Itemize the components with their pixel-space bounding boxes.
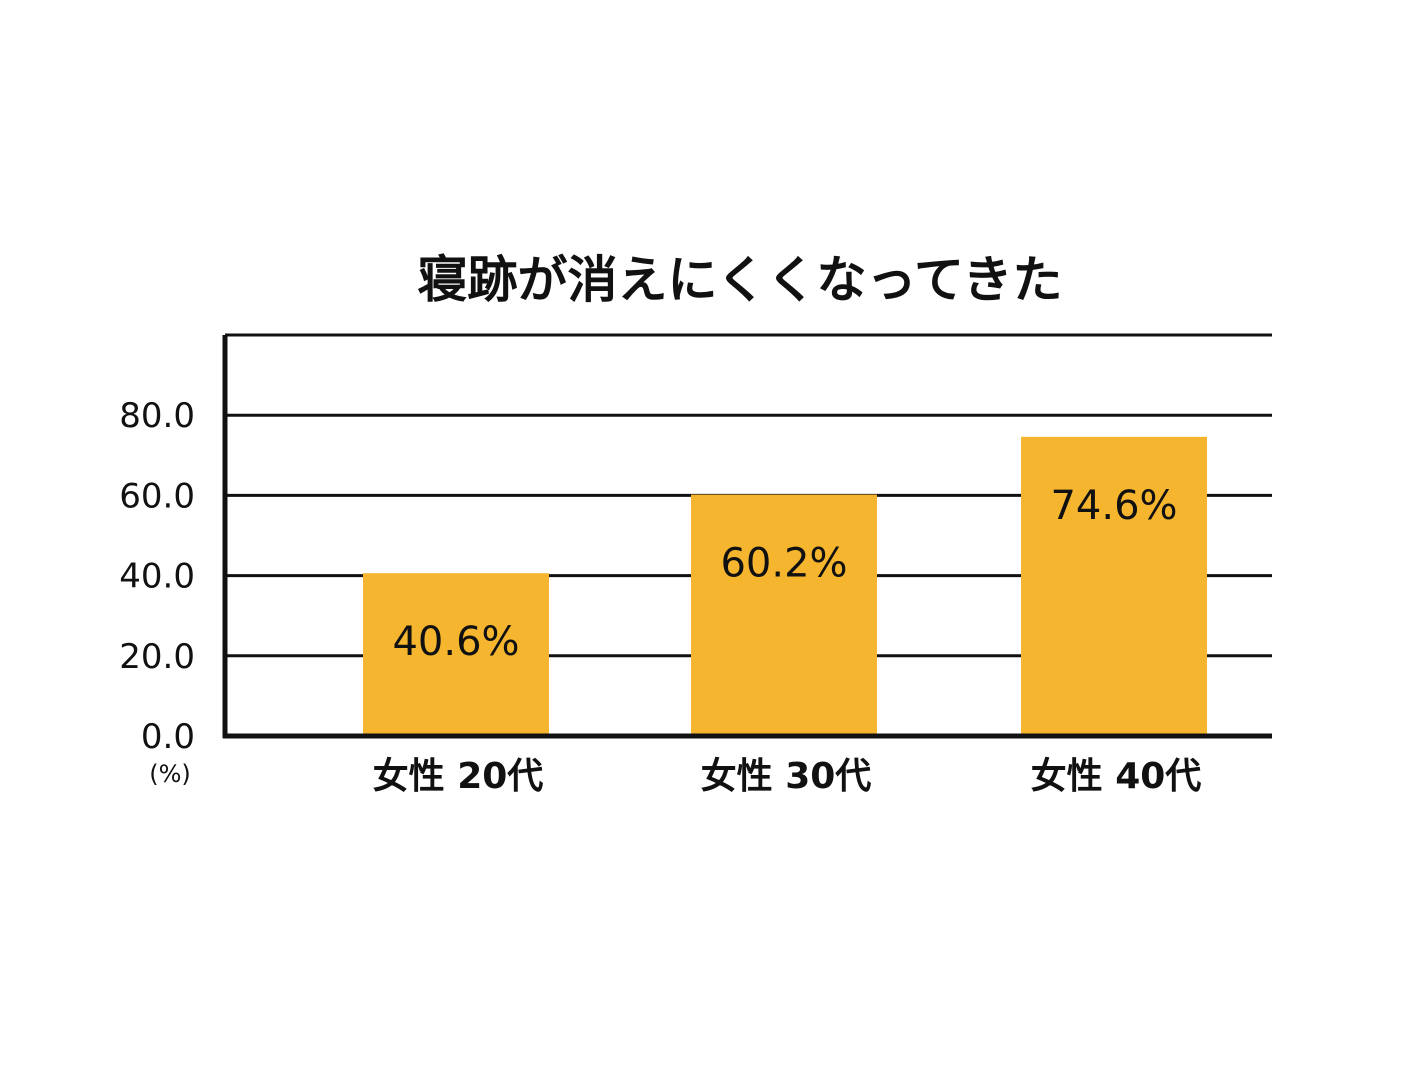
bar <box>363 573 549 736</box>
chart-title: 寝跡が消えにくくなってきた <box>418 251 1063 309</box>
y-tick-label: 0.0 <box>141 717 195 757</box>
data-label: 40.6% <box>392 619 519 665</box>
y-axis-unit: (%) <box>149 760 191 788</box>
y-tick-label: 20.0 <box>119 637 195 677</box>
bar <box>1021 436 1207 736</box>
x-category-label: 女性 20代 <box>373 756 544 797</box>
data-label: 74.6% <box>1050 483 1177 529</box>
bar <box>691 494 877 736</box>
y-tick-label: 40.0 <box>119 557 195 597</box>
x-category-label: 女性 40代 <box>1031 756 1202 797</box>
x-category-label: 女性 30代 <box>701 756 872 797</box>
y-tick-label: 80.0 <box>119 396 195 436</box>
axes <box>222 335 1272 739</box>
data-label: 60.2% <box>720 541 847 587</box>
y-tick-label: 60.0 <box>119 476 195 516</box>
bars <box>363 436 1207 736</box>
labels: 0.0 20.0 40.0 60.0 80.0 40.6% 女性 20代 60.2% 女性 30… <box>119 396 1201 797</box>
